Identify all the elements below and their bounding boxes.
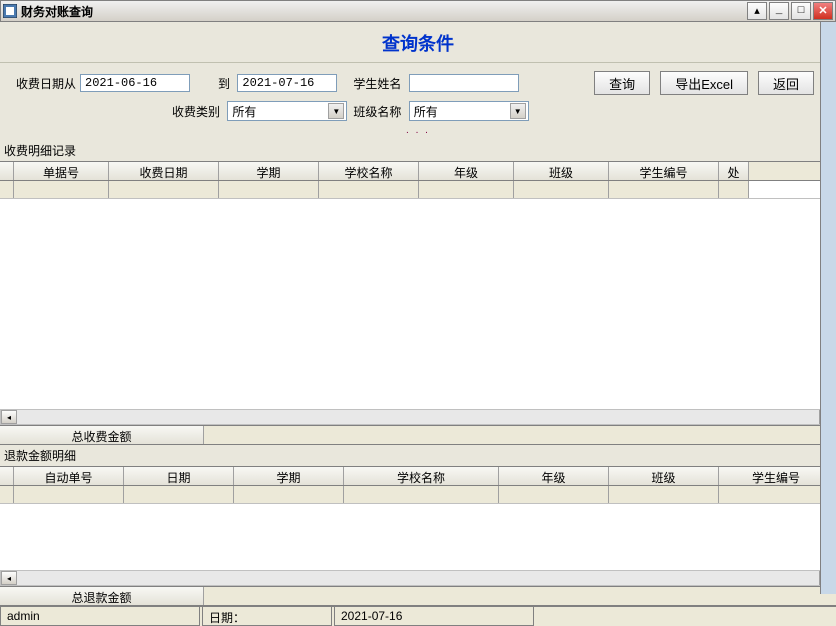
grid2-total-row: 总退款金额 — [0, 586, 836, 606]
query-section-title: 查询条件 — [0, 22, 836, 63]
export-excel-button[interactable]: 导出Excel — [660, 71, 748, 95]
column-header[interactable]: 班级 — [609, 467, 719, 485]
query-form: 收费日期从 到 学生姓名 查询 导出Excel 返回 收费类别 所有 ▼ 班级名… — [0, 63, 836, 140]
app-icon — [3, 4, 17, 18]
column-header[interactable]: 学校名称 — [344, 467, 499, 485]
separator-dots: . . . — [16, 125, 820, 136]
column-header[interactable]: 收费日期 — [109, 162, 219, 180]
column-header[interactable]: 处 — [719, 162, 749, 180]
maximize-button[interactable]: □ — [791, 2, 811, 20]
column-header[interactable]: 学期 — [219, 162, 319, 180]
column-header[interactable]: 学期 — [234, 467, 344, 485]
grid2-hscroll[interactable]: ◂ ▸ — [0, 570, 836, 586]
status-date-value: 2021-07-16 — [334, 607, 534, 626]
column-header[interactable]: 学生编号 — [609, 162, 719, 180]
back-button[interactable]: 返回 — [758, 71, 814, 95]
date-from-label: 收费日期从 — [16, 75, 76, 92]
grid1-total-row: 总收费金额 — [0, 425, 836, 445]
grid2-total-label: 总退款金额 — [0, 587, 204, 605]
date-to-input[interactable] — [237, 74, 337, 92]
titlebar: 财务对账查询 ▴ _ □ ✕ — [0, 0, 836, 22]
fee-type-select[interactable]: 所有 ▼ — [227, 101, 347, 121]
class-name-select[interactable]: 所有 ▼ — [409, 101, 529, 121]
grid2-body — [0, 504, 836, 570]
column-header[interactable]: 学校名称 — [319, 162, 419, 180]
window-title: 财务对账查询 — [21, 3, 747, 20]
column-header[interactable]: 学生编号 — [719, 467, 834, 485]
column-header[interactable]: 年级 — [499, 467, 609, 485]
grid2-section-label: 退款金额明细 — [0, 445, 836, 466]
scroll-left-icon[interactable]: ◂ — [1, 410, 17, 424]
statusbar: admin 日期： 2021-07-16 — [0, 606, 836, 626]
column-header[interactable]: 日期 — [124, 467, 234, 485]
vertical-scrollbar[interactable] — [820, 22, 836, 594]
grid1-section-label: 收费明细记录 — [0, 140, 836, 161]
scroll-left-icon[interactable]: ◂ — [1, 571, 17, 585]
student-name-label: 学生姓名 — [353, 75, 401, 92]
grid2-header: 自动单号日期学期学校名称年级班级学生编号 — [0, 466, 836, 486]
grid1-total-label: 总收费金额 — [0, 426, 204, 444]
fee-type-label: 收费类别 — [172, 103, 220, 120]
student-name-input[interactable] — [409, 74, 519, 92]
column-header[interactable]: 班级 — [514, 162, 609, 180]
grid2-empty-row — [0, 486, 836, 504]
chevron-down-icon: ▼ — [510, 103, 526, 119]
chevron-down-icon: ▼ — [328, 103, 344, 119]
column-header[interactable]: 年级 — [419, 162, 514, 180]
column-header[interactable]: 单据号 — [14, 162, 109, 180]
status-user: admin — [0, 607, 200, 626]
close-button[interactable]: ✕ — [813, 2, 833, 20]
date-to-label: 到 — [218, 75, 230, 92]
grid1-body — [0, 199, 836, 409]
query-button[interactable]: 查询 — [594, 71, 650, 95]
class-name-label: 班级名称 — [353, 103, 401, 120]
minimize-button[interactable]: _ — [769, 2, 789, 20]
status-date-label: 日期： — [202, 607, 332, 626]
date-from-input[interactable] — [80, 74, 190, 92]
grid1-header: 单据号收费日期学期学校名称年级班级学生编号处 — [0, 161, 836, 181]
grid1-empty-row — [0, 181, 836, 199]
column-header[interactable]: 自动单号 — [14, 467, 124, 485]
grid1-hscroll[interactable]: ◂ ▸ — [0, 409, 836, 425]
restore-down-button[interactable]: ▴ — [747, 2, 767, 20]
